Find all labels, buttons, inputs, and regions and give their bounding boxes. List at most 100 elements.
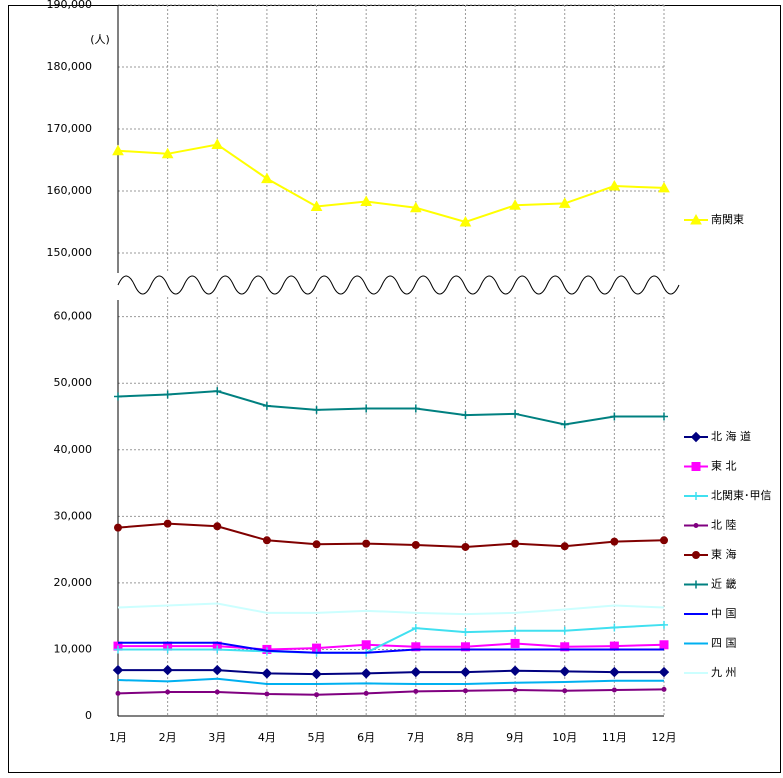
marker — [212, 664, 223, 676]
y-tick-label: 30,000 — [54, 509, 93, 522]
y-tick-label: 170,000 — [47, 122, 93, 135]
marker — [692, 492, 700, 500]
x-tick-label: 3月 — [208, 731, 226, 744]
marker — [462, 688, 468, 694]
marker — [261, 668, 273, 679]
y-tick-label: 60,000 — [54, 310, 93, 323]
y-tick-label: 190,000 — [47, 0, 93, 11]
marker — [461, 411, 470, 420]
marker — [114, 645, 122, 654]
marker — [660, 536, 668, 545]
y-tick-label: 50,000 — [54, 376, 93, 389]
marker — [163, 390, 172, 399]
y-tick-label: 180,000 — [47, 60, 93, 73]
marker — [690, 213, 702, 225]
series-line — [117, 602, 665, 616]
marker — [608, 180, 621, 191]
marker — [459, 215, 472, 227]
legend-label: 南関東 — [711, 213, 744, 226]
marker — [314, 692, 320, 698]
marker — [562, 688, 568, 694]
marker — [163, 519, 172, 528]
x-tick-label: 9月 — [506, 731, 524, 744]
marker — [262, 536, 271, 545]
marker — [264, 691, 270, 697]
marker — [413, 688, 419, 694]
marker — [360, 195, 373, 207]
marker — [409, 201, 422, 213]
chart-frame — [8, 5, 781, 773]
break-gap — [116, 273, 666, 297]
marker — [560, 642, 570, 652]
series-line — [118, 642, 665, 651]
marker — [560, 420, 569, 429]
x-tick-label: 7月 — [407, 731, 425, 744]
marker — [162, 664, 173, 676]
series-line — [117, 688, 665, 696]
marker — [362, 539, 371, 548]
marker — [114, 392, 122, 401]
marker — [611, 687, 617, 693]
y-tick-label: 150,000 — [47, 246, 93, 259]
marker — [213, 645, 222, 654]
x-tick-label: 12月 — [652, 731, 677, 744]
legend-label: 中 国 — [711, 607, 737, 620]
marker — [559, 666, 570, 677]
axis-break — [117, 275, 680, 295]
y-tick-label: 10,000 — [54, 642, 93, 655]
marker — [610, 537, 619, 546]
series-line — [117, 390, 664, 426]
series-line — [117, 677, 664, 686]
marker — [692, 580, 700, 589]
series-line — [117, 143, 665, 224]
y-tick-label: 0 — [85, 709, 92, 722]
y-tick-label: 20,000 — [54, 576, 93, 589]
marker — [610, 412, 619, 421]
marker — [558, 197, 571, 208]
legend-label: 九 州 — [711, 666, 737, 679]
marker — [658, 666, 670, 678]
y-tick-label: 160,000 — [47, 184, 93, 197]
marker — [509, 665, 521, 676]
marker — [461, 628, 470, 637]
marker — [609, 666, 620, 678]
marker — [511, 539, 520, 548]
marker — [560, 626, 569, 635]
marker — [660, 412, 668, 421]
marker — [411, 404, 420, 413]
marker — [213, 522, 222, 531]
marker — [161, 147, 174, 159]
marker — [460, 666, 471, 678]
marker — [691, 462, 701, 471]
marker — [411, 642, 421, 652]
marker — [312, 540, 321, 549]
marker — [211, 138, 224, 149]
legend-label: 北関東･甲信 — [711, 489, 772, 502]
marker — [692, 551, 700, 559]
x-tick-label: 11月 — [602, 731, 627, 744]
marker — [312, 405, 321, 414]
marker — [311, 668, 322, 680]
marker — [262, 401, 271, 410]
marker — [115, 690, 121, 696]
marker — [461, 542, 470, 551]
series-line — [118, 641, 664, 654]
marker — [690, 431, 702, 443]
marker — [512, 687, 518, 693]
series-line — [118, 623, 665, 654]
x-tick-label: 10月 — [552, 731, 577, 744]
marker — [411, 624, 420, 633]
marker — [213, 387, 222, 396]
legend-label: 四 国 — [711, 637, 737, 650]
marker — [610, 623, 619, 632]
marker — [510, 638, 520, 648]
marker — [360, 668, 372, 679]
marker — [509, 199, 521, 210]
marker — [163, 645, 172, 654]
marker — [410, 666, 422, 678]
legend-label: 東 海 — [711, 547, 737, 561]
marker — [363, 690, 369, 696]
marker — [361, 640, 371, 650]
marker — [658, 181, 670, 193]
marker — [460, 642, 470, 652]
